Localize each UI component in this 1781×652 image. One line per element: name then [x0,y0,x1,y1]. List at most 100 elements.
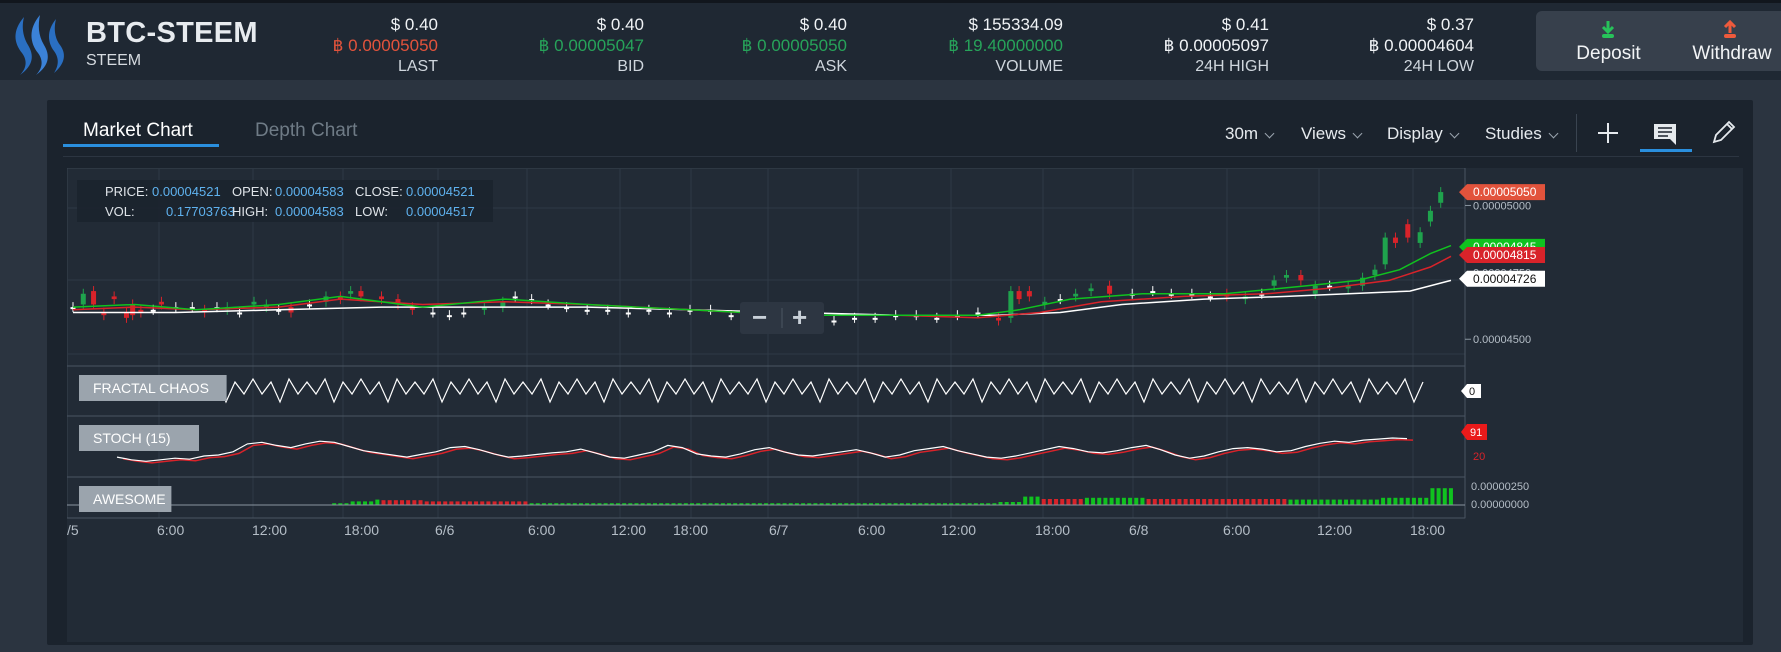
interval-menu[interactable]: 30m [1225,124,1275,144]
candle [1008,291,1014,318]
awesome-bar [437,501,442,505]
awesome-tick-label: 0.00000000 [1471,499,1529,511]
awesome-bar [794,503,799,505]
price-tag-label: 0.00004815 [1473,248,1537,262]
candle [189,307,195,310]
awesome-bar [733,503,738,505]
interval-label: 30m [1225,124,1259,143]
candle [1327,285,1333,288]
awesome-bar [338,503,343,505]
awesome-bar [1442,488,1447,505]
tab-market-chart[interactable]: Market Chart [83,120,193,141]
candle [1283,275,1289,278]
ohlc-tooltip-text: CLOSE: [355,184,403,199]
ohlc-tooltip-text: 0.00004521 [406,184,475,199]
awesome-bar [1411,497,1416,505]
stoch-value-tag: 91 [1461,424,1487,440]
awesome-bar [924,503,929,505]
candle [1042,301,1048,305]
ma-line-green [72,244,1452,316]
chevron-down-icon [1449,128,1460,139]
awesome-bar [1035,496,1040,505]
candle [646,309,652,312]
awesome-bar [424,501,429,505]
withdraw-button[interactable]: Withdraw [1670,11,1781,71]
candle [1372,269,1378,276]
candle [872,317,878,320]
zoom-out-button[interactable]: − [752,302,767,332]
awesome-bar [936,503,941,505]
candle [893,315,899,318]
tab-depth-chart[interactable]: Depth Chart [255,120,358,141]
crosshair-button[interactable] [1588,114,1628,152]
price-tag-background [1459,270,1545,287]
studies-menu[interactable]: Studies [1485,124,1559,144]
awesome-bar [998,502,1003,505]
studies-label: Studies [1485,124,1542,143]
candle [80,293,86,305]
stat-label: LAST [397,58,438,75]
stat-bid: $ 0.40 ฿ 0.00005047 BID [434,14,644,77]
chart-area[interactable]: 0.000050000.000047500.000045000.00005050… [66,167,1743,642]
awesome-bar [887,503,892,505]
deposit-button[interactable]: Deposit [1536,11,1681,71]
awesome-bar [393,500,398,505]
awesome-bar [912,503,917,505]
awesome-bar [578,503,583,505]
candle [461,312,467,315]
market-pair: BTC-STEEM [86,17,258,49]
awesome-bar [1270,499,1275,505]
candle [1360,277,1366,286]
awesome-bar [856,503,861,505]
awesome-bar [1084,497,1089,505]
stat-label: VOLUME [995,58,1063,75]
x-axis-tick-label: 6:00 [858,522,885,538]
awesome-bar [498,501,503,505]
awesome-bar [1121,497,1126,505]
draw-button[interactable] [1703,114,1743,152]
awesome-bar [1158,499,1163,505]
awesome-bar [930,503,935,505]
awesome-bar [529,503,534,505]
awesome-bar [1251,499,1256,505]
zoom-in-button[interactable]: + [792,302,807,332]
awesome-bar [1387,497,1392,505]
awesome-bar [1029,496,1034,505]
candle [1438,192,1444,203]
awesome-bar [807,503,812,505]
x-axis-tick-label: 6/6 [435,522,455,538]
x-axis-tick-label: 12:00 [611,522,646,538]
awesome-bar [1344,499,1349,505]
ohlc-tooltip-text: VOL: [105,204,135,219]
awesome-bar [1146,499,1151,505]
candle [500,301,506,308]
awesome-bar [683,503,688,505]
candle [1382,237,1388,265]
x-axis-tick-label: 6:00 [1223,522,1250,538]
awesome-bar [893,503,898,505]
awesome-bar [406,500,411,505]
awesome-bar [1023,496,1028,505]
awesome-bar [751,503,756,505]
fractal-value-tag: 0 [1461,384,1481,398]
awesome-bar [387,500,392,505]
candle [130,304,136,316]
study-label-box [79,486,172,512]
views-menu[interactable]: Views [1301,124,1363,144]
stat-usd: $ 0.41 [1221,15,1269,34]
display-menu[interactable]: Display [1387,124,1460,144]
steem-logo-icon [15,15,64,75]
comment-button[interactable] [1640,114,1692,152]
awesome-bar [615,503,620,505]
awesome-bar [412,500,417,505]
stat-btc: ฿ 19.40000000 [948,36,1063,55]
price-chart-svg[interactable]: 0.000050000.000047500.000045000.00005050… [66,167,1743,642]
stat-usd: $ 0.40 [596,15,644,34]
awesome-bar [480,501,485,505]
study-label: FRACTAL CHAOS [93,380,209,396]
awesome-bar [1263,499,1268,505]
awesome-bar [850,503,855,505]
awesome-bar [1041,499,1046,505]
awesome-bar [776,503,781,505]
awesome-bar [844,503,849,505]
